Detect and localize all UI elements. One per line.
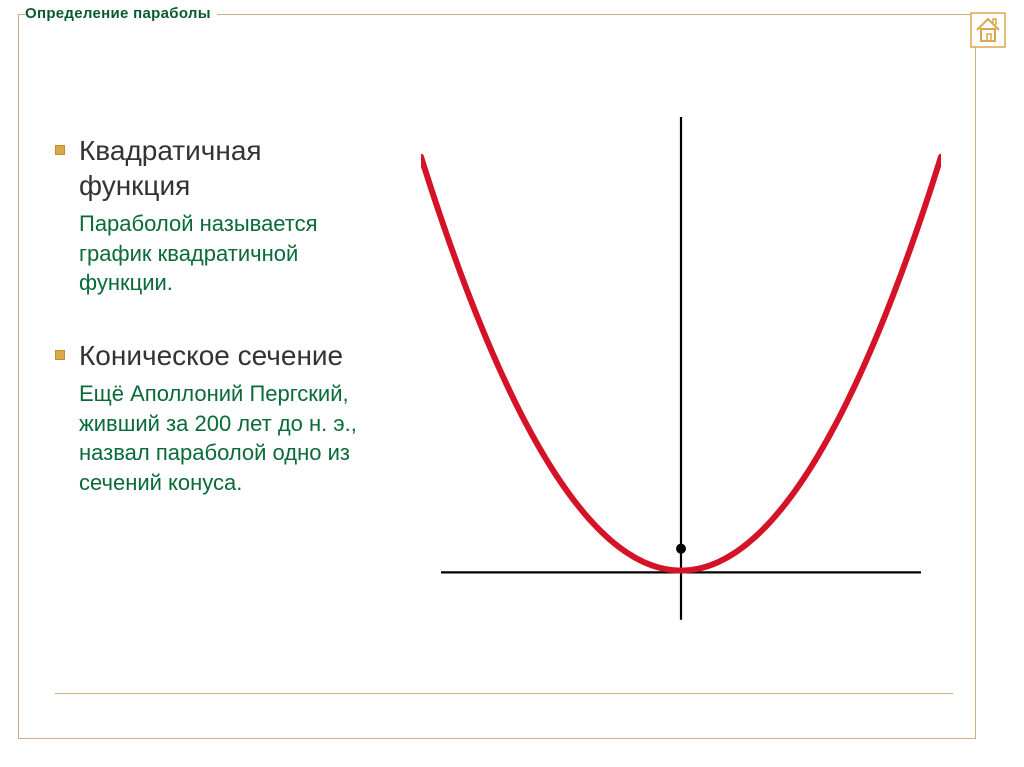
bullet-icon	[55, 145, 65, 155]
list-item: Коническое сечение Ещё Аполлоний Пергски…	[55, 338, 375, 498]
bullet-icon	[55, 350, 65, 360]
slide-frame: Определение параболы Квадратичная функци…	[18, 14, 976, 739]
slide-title: Определение параболы	[25, 5, 217, 22]
parabola-chart	[421, 117, 941, 627]
home-icon[interactable]	[970, 12, 1006, 48]
item-title: Коническое сечение	[79, 338, 343, 373]
footer-rule	[55, 693, 953, 694]
item-title: Квадратичная функция	[79, 133, 375, 203]
item-description: Параболой называется график квадратичной…	[79, 209, 375, 298]
list-item: Квадратичная функция Параболой называетс…	[55, 133, 375, 298]
item-description: Ещё Аполлоний Пергский, живший за 200 ле…	[79, 379, 375, 498]
content-column: Квадратичная функция Параболой называетс…	[55, 133, 375, 538]
